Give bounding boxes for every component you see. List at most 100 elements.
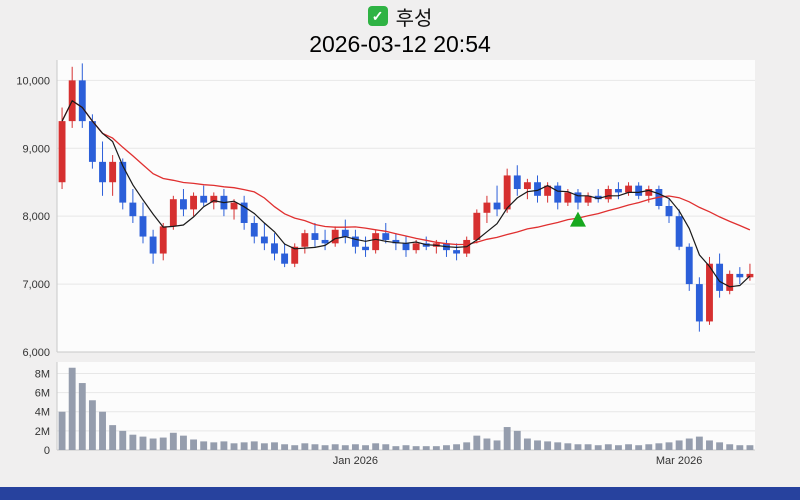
volume-bars-layer <box>58 367 754 450</box>
volume-bar <box>362 445 369 450</box>
volume-bar <box>483 438 491 450</box>
stock-name: 후성 <box>395 7 433 30</box>
price-tick-label: 8,000 <box>22 211 50 223</box>
bottom-bar <box>0 487 800 500</box>
volume-bar <box>534 440 541 450</box>
volume-bar <box>230 443 238 450</box>
volume-bar <box>544 441 552 450</box>
candle-body <box>291 246 299 264</box>
green-checkbox-icon: ✓ <box>367 6 388 26</box>
volume-bar <box>594 445 602 450</box>
candle-body <box>736 273 744 278</box>
candle-body <box>260 236 268 244</box>
volume-bar <box>78 383 86 450</box>
volume-bar <box>220 441 228 450</box>
candle-body <box>351 236 359 247</box>
volume-bar <box>412 446 420 450</box>
candle-body <box>513 175 521 190</box>
volume-bar <box>109 425 117 450</box>
candle-body <box>210 195 218 203</box>
candle-body <box>402 243 410 251</box>
candle-body <box>625 185 632 193</box>
volume-bar <box>655 443 663 450</box>
volume-bar <box>614 445 622 450</box>
candle-body <box>180 199 187 210</box>
candle-body <box>412 243 420 251</box>
candle-body <box>341 229 349 237</box>
candle-body <box>230 202 238 210</box>
volume-bar <box>250 441 258 450</box>
chart-header: ✓ 후성 2026-03-12 20:54 <box>0 3 800 58</box>
volume-bar <box>706 440 713 450</box>
volume-tick-label: 0 <box>44 445 50 457</box>
ma-slow-line <box>61 99 751 246</box>
candle-body <box>574 192 582 203</box>
candle-body <box>645 189 653 196</box>
volume-bar <box>675 440 683 450</box>
candle-body <box>159 226 167 254</box>
candle-body <box>311 233 319 240</box>
volume-bar <box>432 446 440 450</box>
price-panel <box>57 60 755 352</box>
volume-bar <box>716 442 724 450</box>
volume-bar <box>190 439 198 450</box>
candle-body <box>473 212 481 240</box>
volume-bar <box>473 435 481 450</box>
volume-bar <box>665 442 673 450</box>
volume-bar <box>695 436 703 450</box>
candle-body <box>139 216 147 237</box>
candle-body <box>240 202 248 223</box>
volume-bar <box>99 411 106 450</box>
volume-bar <box>554 442 562 450</box>
candle-body <box>685 246 693 285</box>
x-axis-label: Jan 2026 <box>333 455 378 467</box>
ma-fast-line <box>61 99 751 288</box>
candle-body <box>706 263 713 322</box>
candle-body <box>190 195 198 210</box>
candle-body <box>544 185 552 196</box>
candle-body <box>129 202 137 217</box>
candle-body <box>483 202 491 213</box>
volume-bar <box>331 444 339 450</box>
volume-tick-label: 6M <box>35 388 50 400</box>
volume-bar <box>402 445 410 450</box>
volume-bar <box>240 442 248 450</box>
volume-tick-label: 8M <box>35 368 50 380</box>
candle-body <box>675 216 683 247</box>
volume-bar <box>523 438 531 450</box>
volume-bar <box>584 444 592 450</box>
volume-bar <box>119 430 127 450</box>
volume-bar <box>200 441 208 450</box>
candle-body <box>584 195 592 203</box>
price-tick-label: 9,000 <box>22 143 50 155</box>
volume-bar <box>422 446 430 450</box>
volume-bar <box>149 438 157 450</box>
volume-bar <box>372 443 380 450</box>
candle-body <box>554 185 562 203</box>
volume-bar <box>382 444 390 450</box>
candle-body <box>271 243 278 254</box>
volume-bar <box>68 367 76 450</box>
candle-body <box>695 284 703 322</box>
volume-bar <box>443 445 450 450</box>
volume-bar <box>453 444 461 450</box>
candle-body <box>503 175 511 210</box>
volume-bar <box>625 444 632 450</box>
candle-body <box>250 222 258 237</box>
candle-body <box>78 80 86 122</box>
price-tick-label: 7,000 <box>22 279 50 291</box>
candle-body <box>372 233 380 251</box>
volume-bar <box>493 440 501 450</box>
candle-body <box>331 229 339 244</box>
stock-candlestick-chart: 6,000 7,000 8,000 9,000 10,000 0 2M 4M 6M 8M Jan 2… <box>16 60 755 467</box>
candle-body <box>301 233 309 247</box>
candle-body <box>614 189 622 193</box>
volume-bar <box>685 438 693 450</box>
volume-bar <box>58 411 66 450</box>
volume-tick-label: 4M <box>35 407 50 419</box>
volume-bar <box>574 444 582 450</box>
volume-bar <box>159 437 167 450</box>
volume-bar <box>564 443 572 450</box>
candle-body <box>281 253 289 264</box>
title-row: ✓ 후성 <box>0 3 800 30</box>
